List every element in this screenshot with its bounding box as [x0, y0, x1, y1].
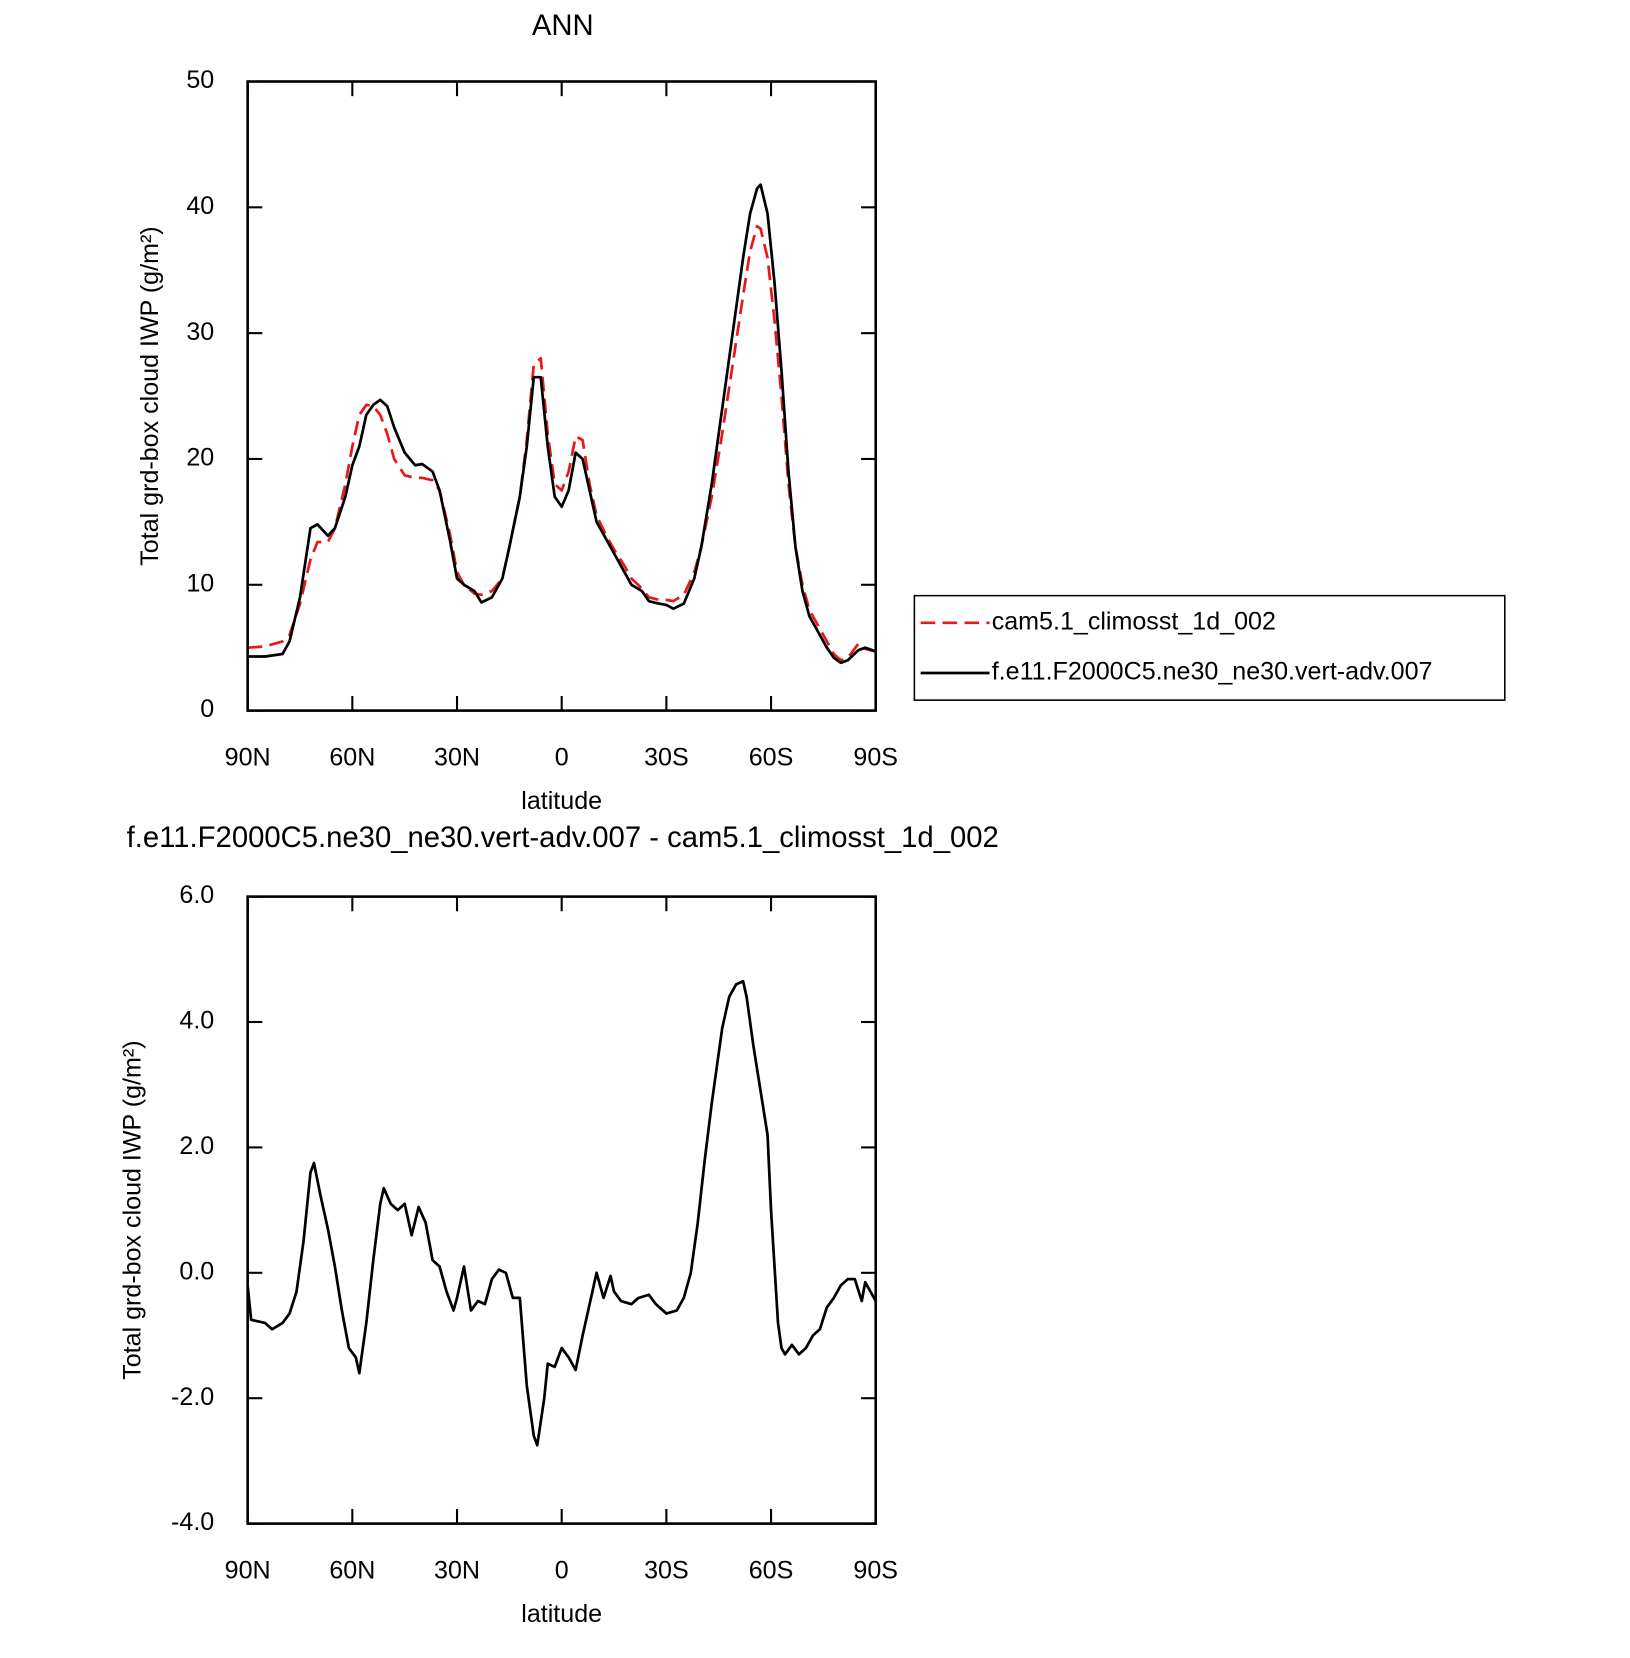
y-tick-label: 50: [186, 66, 214, 94]
y-tick-label: 0.0: [179, 1257, 214, 1285]
x-tick-label: 90N: [225, 743, 271, 771]
y-tick-label: 20: [186, 444, 214, 472]
x-tick-label: 90N: [225, 1556, 271, 1584]
x-tick-label: 30N: [434, 1556, 480, 1584]
chart-title: ANN: [532, 10, 594, 42]
y-axis-label: Total grd-box cloud IWP (g/m²): [118, 1040, 146, 1379]
x-tick-label: 90S: [853, 1556, 898, 1584]
data-line: [246, 979, 877, 1447]
x-tick-label: 60N: [329, 1556, 375, 1584]
x-tick-label: 60N: [329, 743, 375, 771]
y-tick-label: 40: [186, 192, 214, 220]
y-tick-label: 6.0: [179, 881, 214, 909]
plot-frame: [246, 895, 878, 1525]
y-tick-label: 30: [186, 318, 214, 346]
x-tick-label: 30S: [644, 1556, 689, 1584]
y-axis-label: Total grd-box cloud IWP (g/m²): [136, 226, 164, 565]
x-tick-label: 30S: [644, 743, 689, 771]
legend-box: [913, 594, 1506, 701]
y-tick-label: 10: [186, 569, 214, 597]
x-axis-label: latitude: [521, 1600, 602, 1628]
canvas: ANN latitude Total grd-box cloud IWP (g/m²…: [118, 10, 1506, 1628]
x-tick-label: 60S: [749, 1556, 794, 1584]
x-tick-label: 0: [555, 1556, 569, 1584]
data-line: [247, 183, 877, 665]
y-tick-label: 0: [200, 695, 214, 723]
y-tick-label: 4.0: [179, 1007, 214, 1035]
chart-title: f.e11.F2000C5.ne30_ne30.vert-adv.007 - c…: [127, 822, 999, 854]
x-axis-label: latitude: [521, 787, 602, 815]
y-tick-label: 2.0: [179, 1132, 214, 1160]
data-line: [247, 224, 877, 662]
y-tick-label: -2.0: [171, 1383, 214, 1411]
x-tick-label: 0: [555, 743, 569, 771]
x-tick-label: 30N: [434, 743, 480, 771]
plot-frame: [246, 80, 878, 712]
x-tick-label: 60S: [749, 743, 794, 771]
legend-label: cam5.1_climosst_1d_002: [992, 607, 1276, 635]
legend-label: f.e11.F2000C5.ne30_ne30.vert-adv.007: [992, 658, 1433, 686]
y-tick-label: -4.0: [171, 1508, 214, 1536]
x-tick-label: 90S: [853, 743, 898, 771]
